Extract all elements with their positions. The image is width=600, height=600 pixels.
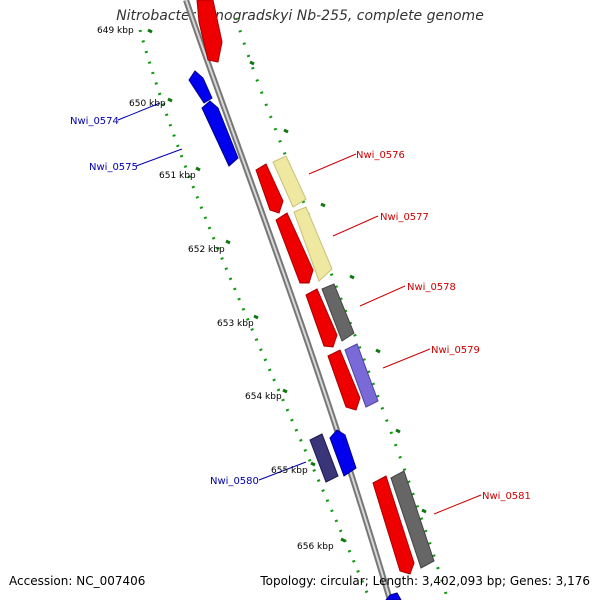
- gene-label-nwi-0577[interactable]: Nwi_0577: [380, 212, 429, 223]
- gene-feature-nwi-0580[interactable]: [329, 429, 357, 477]
- connector-nwi-0580: [258, 461, 307, 481]
- chromosome-backbone-highlight: [185, 0, 391, 600]
- major-ticks: [147, 28, 346, 543]
- tick-label: 652 kbp: [188, 245, 225, 255]
- gene-feature-gray-2[interactable]: [390, 470, 435, 569]
- gene-feature-forward[interactable]: [196, 0, 223, 63]
- tick-mark: [282, 388, 288, 394]
- tick-mark: [283, 128, 289, 134]
- gene-features: [188, 0, 435, 600]
- connector-nwi-0574: [117, 102, 161, 121]
- accession-label: Accession:: [9, 574, 73, 588]
- tick-label: 651 kbp: [159, 171, 196, 181]
- tick-label: 656 kbp: [297, 542, 334, 552]
- chromosome-backbone: [183, 0, 393, 600]
- gene-label-nwi-0578[interactable]: Nwi_0578: [407, 282, 456, 293]
- accession-value: NC_007406: [76, 574, 146, 588]
- connector-nwi-0577: [332, 215, 379, 237]
- length-value: 3,402,093 bp: [421, 574, 502, 588]
- tick-mark: [225, 239, 231, 245]
- gene-feature-nwi-0575[interactable]: [201, 100, 239, 167]
- length-label: Length:: [372, 574, 419, 588]
- tick-mark: [310, 461, 316, 467]
- gene-label-nwi-0579[interactable]: Nwi_0579: [431, 345, 480, 356]
- tick-labels: 649 kbp 650 kbp 651 kbp 652 kbp 653 kbp …: [97, 26, 334, 552]
- tick-mark: [395, 428, 401, 434]
- tick-mark: [249, 60, 255, 66]
- genes-value: 3,176: [555, 574, 590, 588]
- tick-mark: [167, 97, 173, 103]
- tick-track-inner: [138, 29, 372, 600]
- gene-labels: Nwi_0574 Nwi_0575 Nwi_0576 Nwi_0577 Nwi_…: [70, 116, 531, 502]
- tick-mark: [421, 508, 427, 514]
- tick-label: 655 kbp: [271, 466, 308, 476]
- tick-mark: [195, 166, 201, 172]
- genome-stats: Topology: circular; Length: 3,402,093 bp…: [260, 574, 590, 588]
- gene-feature-navy[interactable]: [309, 433, 339, 483]
- gene-feature-nwi-0581[interactable]: [372, 475, 415, 575]
- tick-mark: [320, 202, 326, 208]
- tick-label: 650 kbp: [129, 99, 166, 109]
- topology-label: Topology:: [260, 574, 317, 588]
- outer-ticks: [249, 60, 427, 514]
- gene-feature-nwi-0578[interactable]: [305, 288, 338, 348]
- gene-feature-pale-yellow-2[interactable]: [293, 206, 333, 282]
- label-connectors: [117, 102, 482, 515]
- tick-label: 649 kbp: [97, 26, 134, 36]
- genes-label: Genes:: [509, 574, 552, 588]
- tick-track-outer: [234, 17, 450, 600]
- connector-nwi-0579: [382, 348, 431, 369]
- connector-nwi-0581: [433, 494, 482, 515]
- gene-feature-pale-yellow-1[interactable]: [272, 155, 307, 208]
- title-rest: Nb-255, complete genome: [292, 8, 484, 24]
- tick-mark: [375, 348, 381, 354]
- tick-label: 654 kbp: [245, 392, 282, 402]
- connector-nwi-0578: [359, 285, 406, 307]
- gene-feature-nwi-0577[interactable]: [275, 212, 314, 284]
- gene-label-nwi-0580[interactable]: Nwi_0580: [210, 476, 259, 487]
- gene-label-nwi-0574[interactable]: Nwi_0574: [70, 116, 119, 127]
- tick-mark: [340, 537, 346, 543]
- gene-label-nwi-0581[interactable]: Nwi_0581: [482, 491, 531, 502]
- gene-feature-nwi-0574[interactable]: [188, 70, 213, 104]
- tick-mark: [349, 274, 355, 280]
- gene-feature-nwi-0579[interactable]: [327, 349, 361, 411]
- topology-value: circular: [320, 574, 365, 588]
- tick-mark: [147, 28, 153, 34]
- connector-nwi-0576: [308, 153, 357, 175]
- gene-label-nwi-0576[interactable]: Nwi_0576: [356, 150, 405, 161]
- gene-feature-nwi-0576[interactable]: [255, 163, 284, 214]
- accession-info: Accession: NC_007406: [9, 574, 145, 588]
- tick-label: 653 kbp: [217, 319, 254, 329]
- tick-mark: [253, 314, 259, 320]
- gene-label-nwi-0575[interactable]: Nwi_0575: [89, 162, 138, 173]
- connector-nwi-0575: [135, 148, 183, 167]
- gene-feature-gray-1[interactable]: [321, 283, 355, 342]
- gene-feature-reverse[interactable]: [385, 592, 402, 600]
- gene-feature-lavender[interactable]: [344, 343, 379, 408]
